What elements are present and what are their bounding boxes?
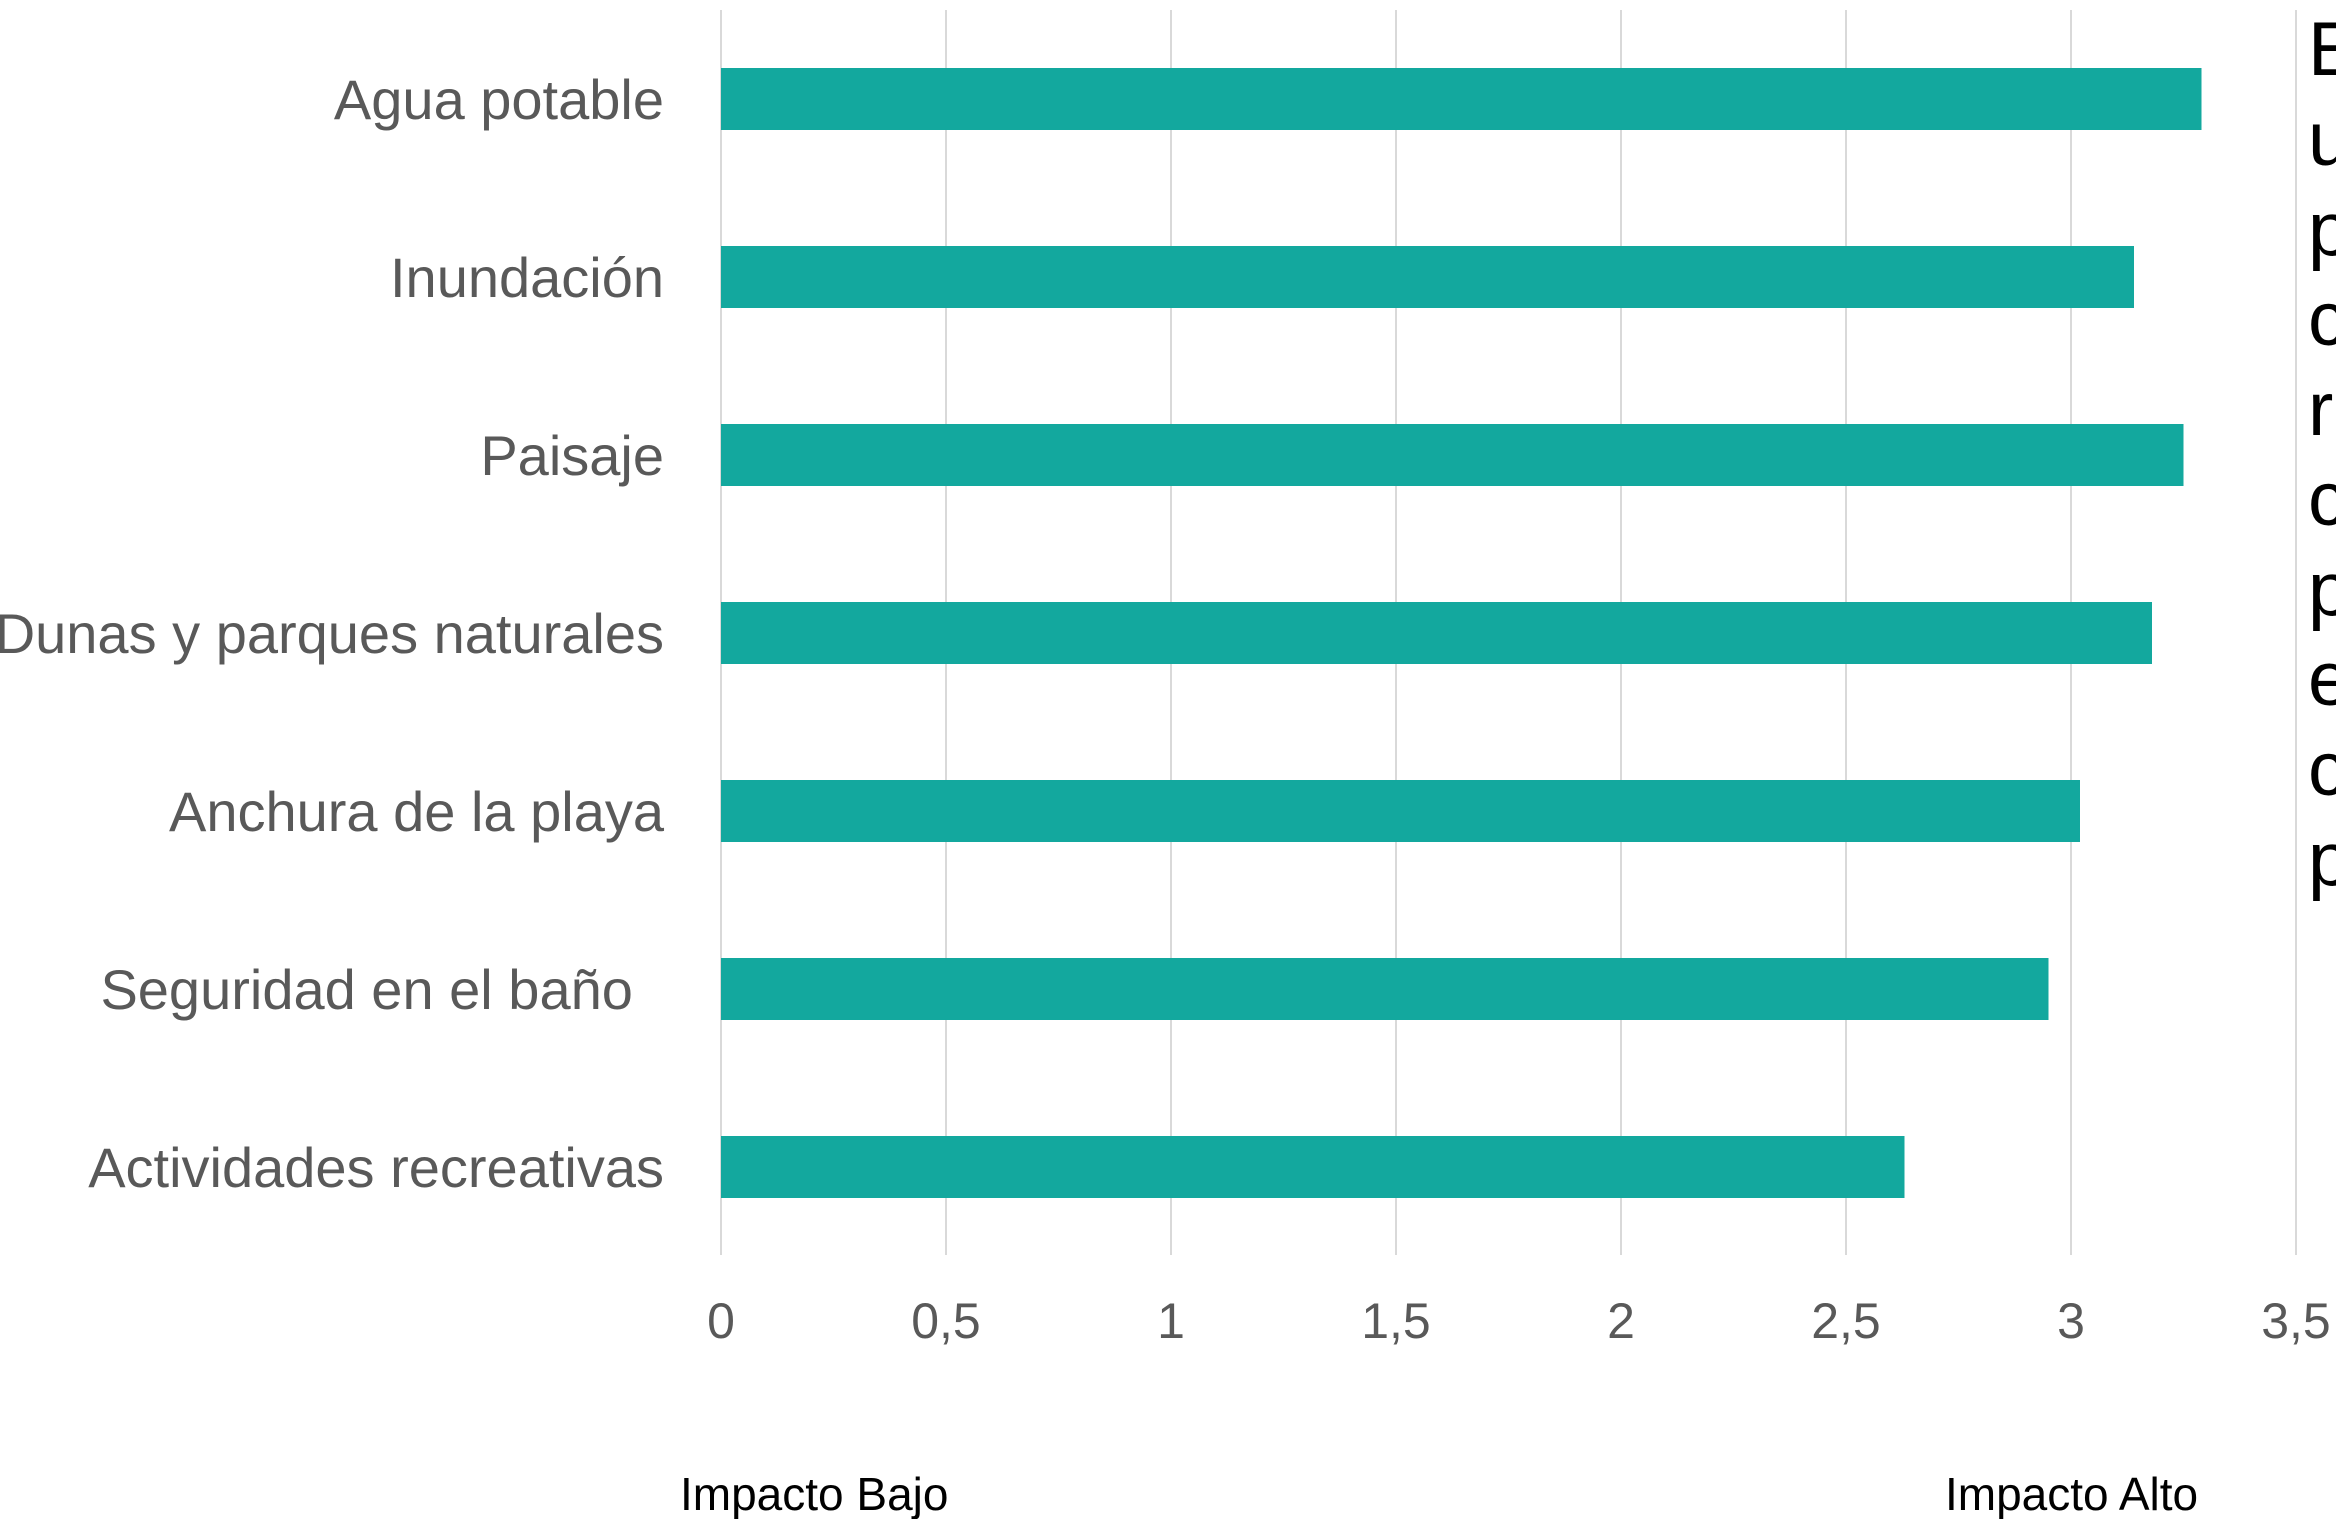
bars [721, 68, 2202, 1198]
category-labels: Agua potable Inundación Paisaje Dunas y par… [0, 68, 665, 1199]
x-axis-tick-labels: 0 0,5 1 1,5 2 2,5 3 3,5 [707, 1293, 2331, 1349]
bar [721, 958, 2049, 1020]
x-tick-label: 0,5 [911, 1293, 981, 1349]
high-impact-label: Impacto Alto [1945, 1468, 2198, 1519]
category-label: Seguridad en el baño [100, 958, 664, 1021]
x-tick-label: 2,5 [1811, 1293, 1881, 1349]
side-text-fragment: r [2308, 367, 2333, 452]
bar [721, 602, 2152, 664]
bar [721, 780, 2080, 842]
category-label: Dunas y parques naturales [0, 602, 664, 665]
low-impact-label: Impacto Bajo [680, 1468, 948, 1519]
x-tick-label: 3,5 [2261, 1293, 2331, 1349]
side-text-fragment: c [2308, 457, 2336, 542]
bar [721, 68, 2202, 130]
bar [721, 424, 2184, 486]
category-label: Actividades recreativas [88, 1136, 664, 1199]
side-text-fragment: e [2308, 637, 2336, 722]
category-label: Anchura de la playa [169, 780, 665, 843]
x-tick-label: 0 [707, 1293, 735, 1349]
bar [721, 1136, 1905, 1198]
side-text-fragment: p [2308, 817, 2336, 902]
side-text-fragment: u [2308, 97, 2336, 182]
bar [721, 246, 2134, 308]
side-text-fragment: c [2308, 727, 2336, 812]
x-tick-label: 1,5 [1361, 1293, 1431, 1349]
x-tick-label: 3 [2057, 1293, 2085, 1349]
x-tick-label: 2 [1607, 1293, 1635, 1349]
side-text-fragment: E [2308, 7, 2336, 92]
side-text-fragment: p [2308, 187, 2336, 272]
x-tick-label: 1 [1157, 1293, 1185, 1349]
category-label: Paisaje [480, 424, 664, 487]
side-text-fragment: p [2308, 547, 2336, 632]
side-text-fragment: c [2308, 277, 2336, 362]
category-label: Inundación [390, 246, 664, 309]
category-label: Agua potable [334, 68, 664, 131]
